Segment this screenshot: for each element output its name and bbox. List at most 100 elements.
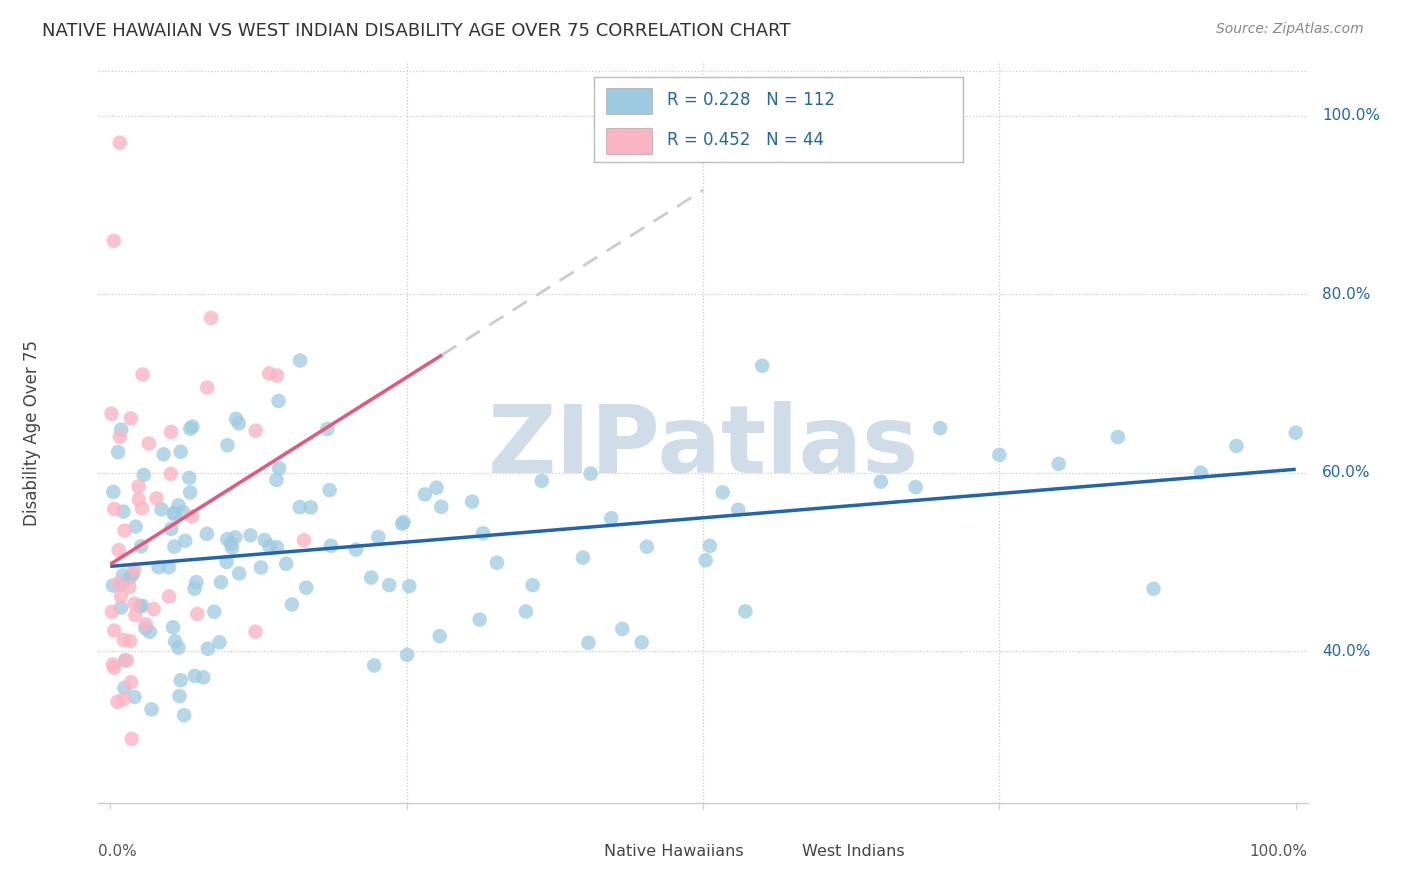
Point xyxy=(135,617,157,632)
Point xyxy=(101,657,124,672)
Point xyxy=(221,541,243,555)
Point xyxy=(751,359,773,373)
Text: 80.0%: 80.0% xyxy=(1322,287,1371,301)
Point xyxy=(148,560,170,574)
Point xyxy=(259,540,281,554)
Point xyxy=(319,539,342,553)
Point xyxy=(118,634,141,648)
Point xyxy=(1142,582,1164,596)
Point xyxy=(1189,466,1212,480)
Point xyxy=(413,487,436,501)
Point xyxy=(266,473,288,487)
Point xyxy=(396,648,419,662)
Point xyxy=(179,485,201,500)
Point xyxy=(468,613,491,627)
Point xyxy=(141,702,163,716)
Point xyxy=(360,570,382,584)
Point xyxy=(318,483,340,497)
Point xyxy=(107,445,129,459)
Point xyxy=(103,624,125,638)
Point xyxy=(267,393,290,408)
Point xyxy=(101,578,124,592)
Point xyxy=(612,622,634,636)
Point xyxy=(179,471,201,485)
Point xyxy=(139,624,162,639)
Point xyxy=(128,492,150,507)
Point xyxy=(245,424,267,438)
FancyBboxPatch shape xyxy=(606,128,652,154)
Point xyxy=(142,602,165,616)
Point xyxy=(209,575,232,590)
Point xyxy=(131,501,153,516)
Point xyxy=(398,579,420,593)
Point xyxy=(1047,457,1070,471)
Point xyxy=(115,653,138,667)
Point xyxy=(186,575,208,590)
Point xyxy=(181,419,204,434)
Point xyxy=(988,448,1011,462)
Point xyxy=(197,641,219,656)
Point xyxy=(101,605,124,619)
Point xyxy=(122,562,145,576)
Point xyxy=(429,629,451,643)
Point xyxy=(167,640,190,655)
Point xyxy=(112,681,135,695)
Point xyxy=(316,422,339,436)
Point xyxy=(869,475,891,489)
Point xyxy=(111,578,134,592)
Text: 60.0%: 60.0% xyxy=(1322,466,1371,480)
Point xyxy=(288,353,311,368)
Point xyxy=(224,530,246,544)
Point xyxy=(1107,430,1129,444)
FancyBboxPatch shape xyxy=(564,841,598,862)
Text: R = 0.228   N = 112: R = 0.228 N = 112 xyxy=(666,91,835,109)
Point xyxy=(636,540,658,554)
Point xyxy=(363,658,385,673)
Point xyxy=(124,597,146,611)
Point xyxy=(152,447,174,461)
Point xyxy=(107,543,129,558)
Text: 100.0%: 100.0% xyxy=(1322,109,1381,123)
Point xyxy=(1285,425,1308,440)
Point xyxy=(159,467,181,481)
Point xyxy=(179,422,201,436)
Point xyxy=(485,556,508,570)
Point xyxy=(225,412,247,426)
Point xyxy=(530,474,553,488)
Point xyxy=(929,421,952,435)
Text: 0.0%: 0.0% xyxy=(98,844,138,858)
Point xyxy=(276,557,298,571)
Point xyxy=(162,620,184,634)
Text: ZIPatlas: ZIPatlas xyxy=(488,401,918,493)
Point xyxy=(114,524,136,538)
FancyBboxPatch shape xyxy=(606,88,652,114)
Point xyxy=(522,578,544,592)
Point xyxy=(124,690,146,704)
Text: R = 0.452   N = 44: R = 0.452 N = 44 xyxy=(666,131,824,149)
Point xyxy=(219,536,242,550)
Point xyxy=(110,600,132,615)
Point xyxy=(378,578,401,592)
Point xyxy=(344,542,367,557)
Point xyxy=(299,500,322,515)
Point xyxy=(167,499,190,513)
Point xyxy=(425,481,447,495)
Point xyxy=(108,576,131,591)
Point xyxy=(711,485,734,500)
Point xyxy=(734,604,756,618)
Point xyxy=(129,539,152,553)
Point xyxy=(128,599,150,614)
Point xyxy=(170,444,193,458)
Point xyxy=(578,636,600,650)
Point xyxy=(131,599,153,613)
Point xyxy=(600,511,623,525)
Point xyxy=(107,695,129,709)
Point xyxy=(163,540,186,554)
Point xyxy=(173,708,195,723)
Point xyxy=(103,485,125,500)
Point xyxy=(281,598,304,612)
Point xyxy=(157,590,180,604)
Point xyxy=(269,461,291,475)
Point xyxy=(100,407,122,421)
Point xyxy=(904,480,927,494)
